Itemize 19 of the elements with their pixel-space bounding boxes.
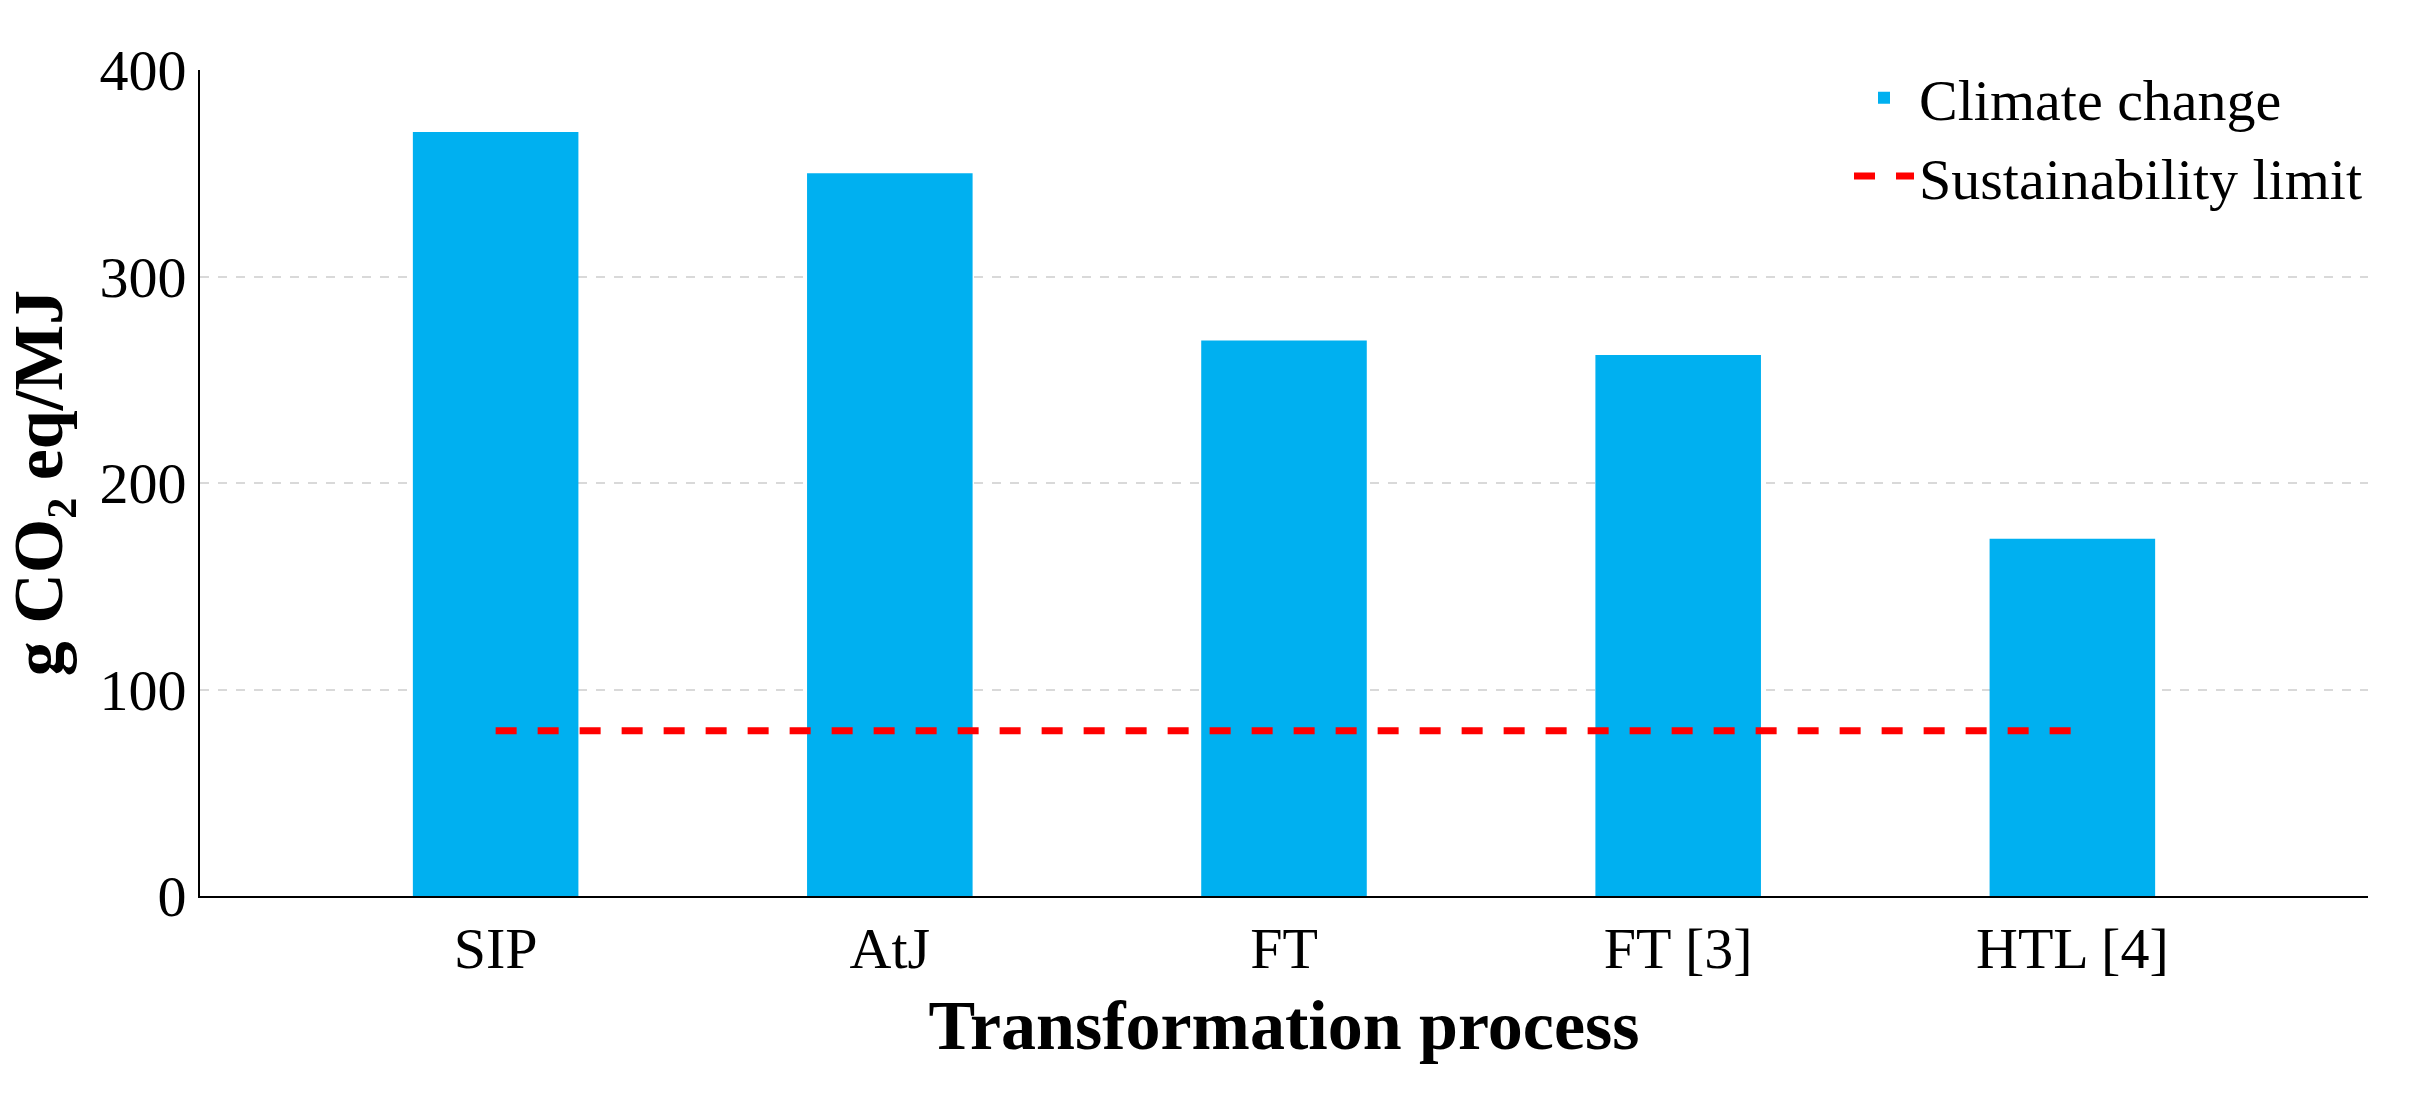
x-axis-title: Transformation process <box>928 986 1640 1064</box>
x-tick-label: HTL [4] <box>1975 915 2169 981</box>
bar <box>1201 340 1367 896</box>
bar <box>412 131 579 896</box>
bar <box>1595 354 1761 896</box>
y-tick-label: 400 <box>99 38 187 104</box>
x-tick-label: FT <box>1250 915 1318 981</box>
bar <box>1989 538 2156 896</box>
y-tick-label: 100 <box>99 657 187 723</box>
y-tick-label: 0 <box>157 864 187 930</box>
y-tick-label: 300 <box>99 244 187 310</box>
x-tick-label: FT [3] <box>1603 915 1753 981</box>
y-tick-label: 200 <box>99 451 187 517</box>
x-tick-label: SIP <box>453 915 538 981</box>
y-axis-title: g CO₂ eq/MJ <box>0 289 77 677</box>
legend-label: Climate change <box>1919 68 2282 134</box>
legend-label: Sustainability limit <box>1919 146 2363 212</box>
x-tick-label: AtJ <box>849 915 931 981</box>
bar <box>807 173 973 896</box>
